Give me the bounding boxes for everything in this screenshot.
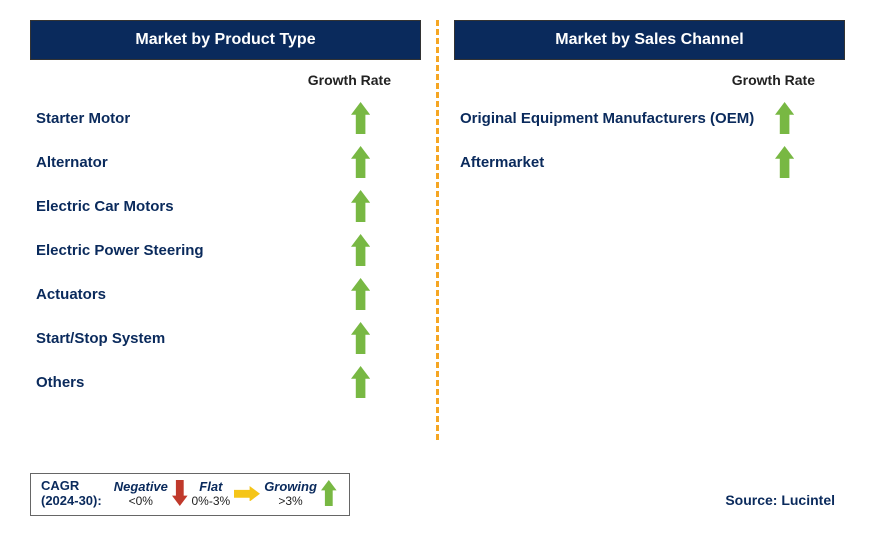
growth-arrow [351, 322, 391, 354]
item-label: Electric Power Steering [36, 242, 351, 259]
item-label: Aftermarket [460, 154, 775, 171]
growth-arrow [775, 102, 815, 134]
arrow-up-icon [351, 234, 370, 266]
column-divider [436, 20, 439, 440]
arrow-up-icon [351, 366, 370, 398]
arrow-up-icon [351, 322, 370, 354]
list-item: Original Equipment Manufacturers (OEM) [454, 96, 845, 140]
growth-arrow [351, 278, 391, 310]
arrow-up-icon [321, 480, 337, 506]
item-label: Actuators [36, 286, 351, 303]
legend-cat: Growing [264, 479, 317, 494]
arrow-down-icon [172, 480, 188, 506]
item-label: Alternator [36, 154, 351, 171]
legend-cat: Flat [199, 479, 222, 494]
left-growth-label: Growth Rate [30, 72, 391, 88]
arrow-up-icon [351, 278, 370, 310]
growth-arrow [351, 146, 391, 178]
legend-item: Flat0%-3% [192, 479, 231, 508]
arrow-up-icon [775, 146, 794, 178]
legend-box: CAGR (2024-30): Negative<0% Flat0%-3% Gr… [30, 473, 350, 516]
item-label: Starter Motor [36, 110, 351, 127]
columns: Market by Product Type Growth Rate Start… [30, 20, 845, 460]
right-growth-label: Growth Rate [454, 72, 815, 88]
list-item: Others [30, 360, 421, 404]
list-item: Electric Power Steering [30, 228, 421, 272]
list-item: Actuators [30, 272, 421, 316]
arrow-up-icon [775, 102, 794, 134]
legend-cagr: CAGR [41, 478, 102, 494]
legend-item: Growing>3% [264, 479, 317, 508]
growth-arrow [775, 146, 815, 178]
source-label: Source: Lucintel [725, 492, 835, 508]
growth-arrow [351, 102, 391, 134]
item-label: Others [36, 374, 351, 391]
right-column: Market by Sales Channel Growth Rate Orig… [454, 20, 845, 460]
legend-cat: Negative [114, 479, 168, 494]
legend-left: CAGR (2024-30): [41, 478, 102, 509]
legend-arrow [321, 480, 337, 506]
legend-range: >3% [278, 494, 302, 508]
list-item: Alternator [30, 140, 421, 184]
list-item: Starter Motor [30, 96, 421, 140]
legend-arrow [172, 480, 188, 506]
legend-range: <0% [129, 494, 153, 508]
legend-arrow [234, 486, 260, 502]
legend-period: (2024-30): [41, 493, 102, 509]
legend-items: Negative<0% Flat0%-3% Growing>3% [112, 479, 339, 508]
left-header: Market by Product Type [30, 20, 421, 60]
growth-arrow [351, 234, 391, 266]
left-column: Market by Product Type Growth Rate Start… [30, 20, 421, 460]
arrow-up-icon [351, 190, 370, 222]
item-label: Electric Car Motors [36, 198, 351, 215]
right-rows: Original Equipment Manufacturers (OEM) A… [454, 96, 845, 184]
arrow-up-icon [351, 146, 370, 178]
arrow-right-icon [234, 486, 260, 502]
left-rows: Starter Motor Alternator Electric Car Mo… [30, 96, 421, 404]
arrow-up-icon [351, 102, 370, 134]
item-label: Original Equipment Manufacturers (OEM) [460, 110, 775, 127]
right-header: Market by Sales Channel [454, 20, 845, 60]
growth-arrow [351, 190, 391, 222]
item-label: Start/Stop System [36, 330, 351, 347]
list-item: Electric Car Motors [30, 184, 421, 228]
list-item: Aftermarket [454, 140, 845, 184]
growth-arrow [351, 366, 391, 398]
legend-range: 0%-3% [192, 494, 231, 508]
legend-item: Negative<0% [114, 479, 168, 508]
list-item: Start/Stop System [30, 316, 421, 360]
